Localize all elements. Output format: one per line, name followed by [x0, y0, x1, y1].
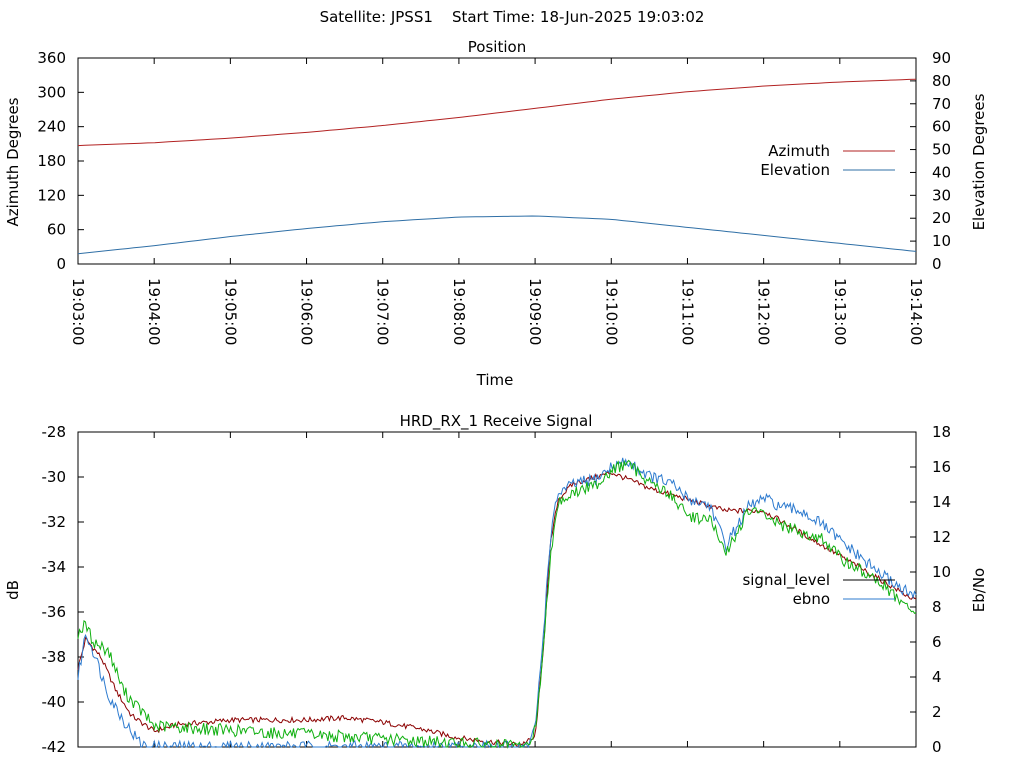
x-tick-label: 19:06:00	[298, 278, 316, 345]
y2-tick-label: 20	[932, 209, 951, 227]
series-line-elevation	[77, 215, 917, 255]
position-chart: Position 19:03:00 19:04:00 19:05:00 19:06:0…	[4, 38, 988, 389]
signal-title: HRD_RX_1 Receive Signal	[400, 412, 593, 431]
position-y2label: Elevation Degrees	[970, 93, 988, 230]
y2-tick-label: 50	[932, 141, 951, 159]
legend-label-signal-level: signal_level	[742, 571, 830, 590]
signal-chart: HRD_RX_1 Receive Signal -42-40-38-36-34-…	[4, 412, 988, 756]
y2-tick-label: 12	[932, 528, 951, 546]
position-ylabel: Azimuth Degrees	[4, 97, 22, 226]
y-tick-label: -40	[42, 693, 67, 711]
y-tick-label: 360	[37, 49, 66, 67]
signal-y2-ticks: 0 2 4 6 8 10 12 14 16 18	[910, 423, 951, 756]
y2-tick-label: 40	[932, 163, 951, 181]
y2-tick-label: 70	[932, 95, 951, 113]
chart-header: Satellite: JPSS1 Start Time: 18-Jun-2025…	[320, 8, 705, 26]
signal-y2label: Eb/No	[970, 568, 988, 612]
series-line-unlabeled	[77, 459, 917, 749]
x-tick-label: 19:12:00	[755, 278, 773, 345]
y-tick-label: 60	[47, 221, 66, 239]
x-tick-label: 19:11:00	[678, 278, 696, 345]
y2-tick-label: 8	[932, 598, 942, 616]
y-tick-label: -38	[42, 648, 67, 666]
y2-tick-label: 30	[932, 186, 951, 204]
y-tick-label: -42	[42, 738, 67, 756]
signal-y-ticks: -42 -40 -38 -36 -34 -32 -30 -28	[42, 423, 84, 756]
y2-tick-label: 16	[932, 458, 951, 476]
y-tick-label: -36	[42, 603, 67, 621]
x-tick-label: 19:08:00	[450, 278, 468, 345]
series-line-signal-level	[77, 471, 917, 747]
y2-tick-label: 0	[932, 738, 942, 756]
legend-label-ebno: ebno	[793, 590, 830, 608]
y-tick-label: 180	[37, 152, 66, 170]
x-tick-label: 19:07:00	[374, 278, 392, 345]
y2-tick-label: 4	[932, 668, 942, 686]
x-tick-label: 19:04:00	[145, 278, 163, 345]
position-legend: Azimuth Elevation	[760, 142, 895, 179]
y-tick-label: -30	[42, 468, 67, 486]
y-tick-label: 120	[37, 186, 66, 204]
y2-tick-label: 14	[932, 493, 951, 511]
y2-tick-label: 2	[932, 703, 942, 721]
series-line-ebno	[77, 457, 917, 749]
y2-tick-label: 10	[932, 232, 951, 250]
y-tick-label: 240	[37, 118, 66, 136]
y2-tick-label: 0	[932, 255, 942, 273]
y-tick-label: -28	[42, 423, 67, 441]
signal-x-ticks	[77, 432, 917, 747]
position-xlabel: Time	[476, 371, 514, 389]
legend-label-azimuth: Azimuth	[768, 142, 830, 160]
x-tick-label: 19:05:00	[221, 278, 239, 345]
position-x-ticks: 19:03:00 19:04:00 19:05:00 19:06:00 19:07:00…	[69, 58, 925, 345]
x-tick-label: 19:10:00	[602, 278, 620, 345]
y2-tick-label: 6	[932, 633, 942, 651]
y2-tick-label: 18	[932, 423, 951, 441]
y-tick-label: 0	[56, 255, 66, 273]
x-tick-label: 19:14:00	[907, 278, 925, 345]
position-y-ticks: 0 60 120 180 240 300 360	[37, 49, 84, 273]
position-title: Position	[468, 38, 526, 56]
y-tick-label: -32	[42, 513, 67, 531]
x-tick-label: 19:13:00	[831, 278, 849, 345]
y2-tick-label: 10	[932, 563, 951, 581]
y2-tick-label: 90	[932, 49, 951, 67]
series-line-azimuth	[77, 78, 917, 147]
x-tick-label: 19:09:00	[526, 278, 544, 345]
y2-tick-label: 60	[932, 118, 951, 136]
legend-label-elevation: Elevation	[760, 161, 830, 179]
x-tick-label: 19:03:00	[69, 278, 87, 345]
signal-series	[77, 457, 917, 749]
y-tick-label: 300	[37, 83, 66, 101]
position-series	[77, 78, 917, 255]
signal-legend: signal_level ebno	[742, 571, 895, 608]
signal-plot-frame	[77, 431, 917, 748]
y2-tick-label: 80	[932, 72, 951, 90]
signal-ylabel: dB	[4, 580, 22, 600]
position-y2-ticks: 0 10 20 30 40 50 60 70 80 90	[910, 49, 951, 273]
y-tick-label: -34	[42, 558, 67, 576]
